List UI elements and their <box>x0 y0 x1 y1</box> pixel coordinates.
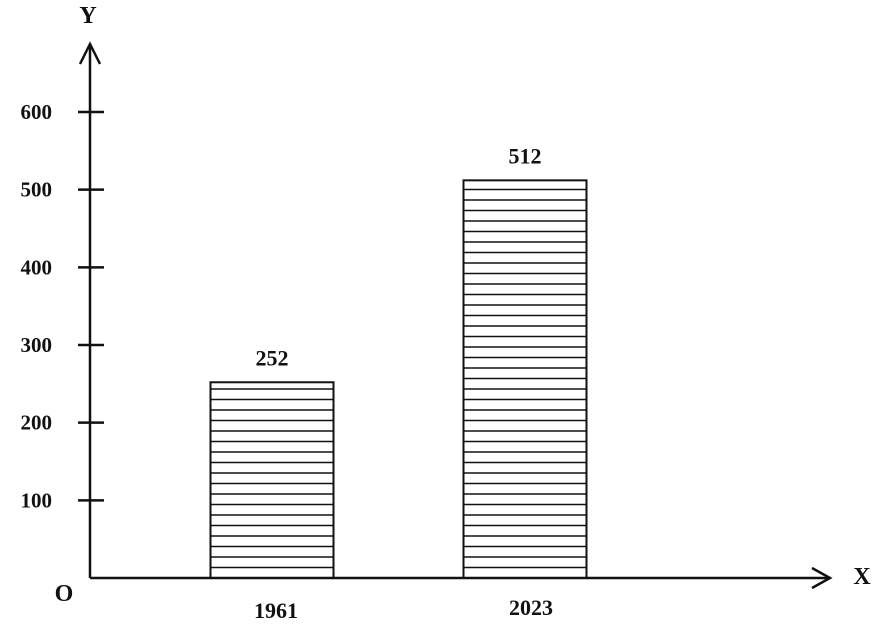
x-axis-arrowhead <box>811 566 833 590</box>
labels-layer: 252 1961 512 2023 <box>254 143 553 623</box>
y-tick-label: 400 <box>21 255 53 279</box>
bar-2023 <box>462 179 588 579</box>
y-tick-label: 200 <box>21 411 53 435</box>
y-axis-label: Y <box>79 3 96 29</box>
x-category-label: 2023 <box>509 595 553 620</box>
bar-rect <box>209 381 335 579</box>
y-tick-label: 300 <box>21 333 53 357</box>
y-ticks-layer: 100 200 300 400 500 600 <box>21 100 104 512</box>
y-tick-label: 500 <box>21 178 53 202</box>
axes-layer: Y X O <box>55 3 872 607</box>
y-tick-label: 100 <box>21 488 53 512</box>
bar-value-label: 512 <box>509 143 542 168</box>
y-tick-label: 600 <box>21 100 53 124</box>
bars-layer <box>209 179 588 579</box>
origin-label: O <box>55 581 74 607</box>
x-category-label: 1961 <box>254 598 298 623</box>
x-axis-label: X <box>853 564 871 590</box>
bar-1961 <box>209 381 335 579</box>
bar-value-label: 252 <box>256 345 289 370</box>
y-axis-arrowhead <box>78 41 102 65</box>
